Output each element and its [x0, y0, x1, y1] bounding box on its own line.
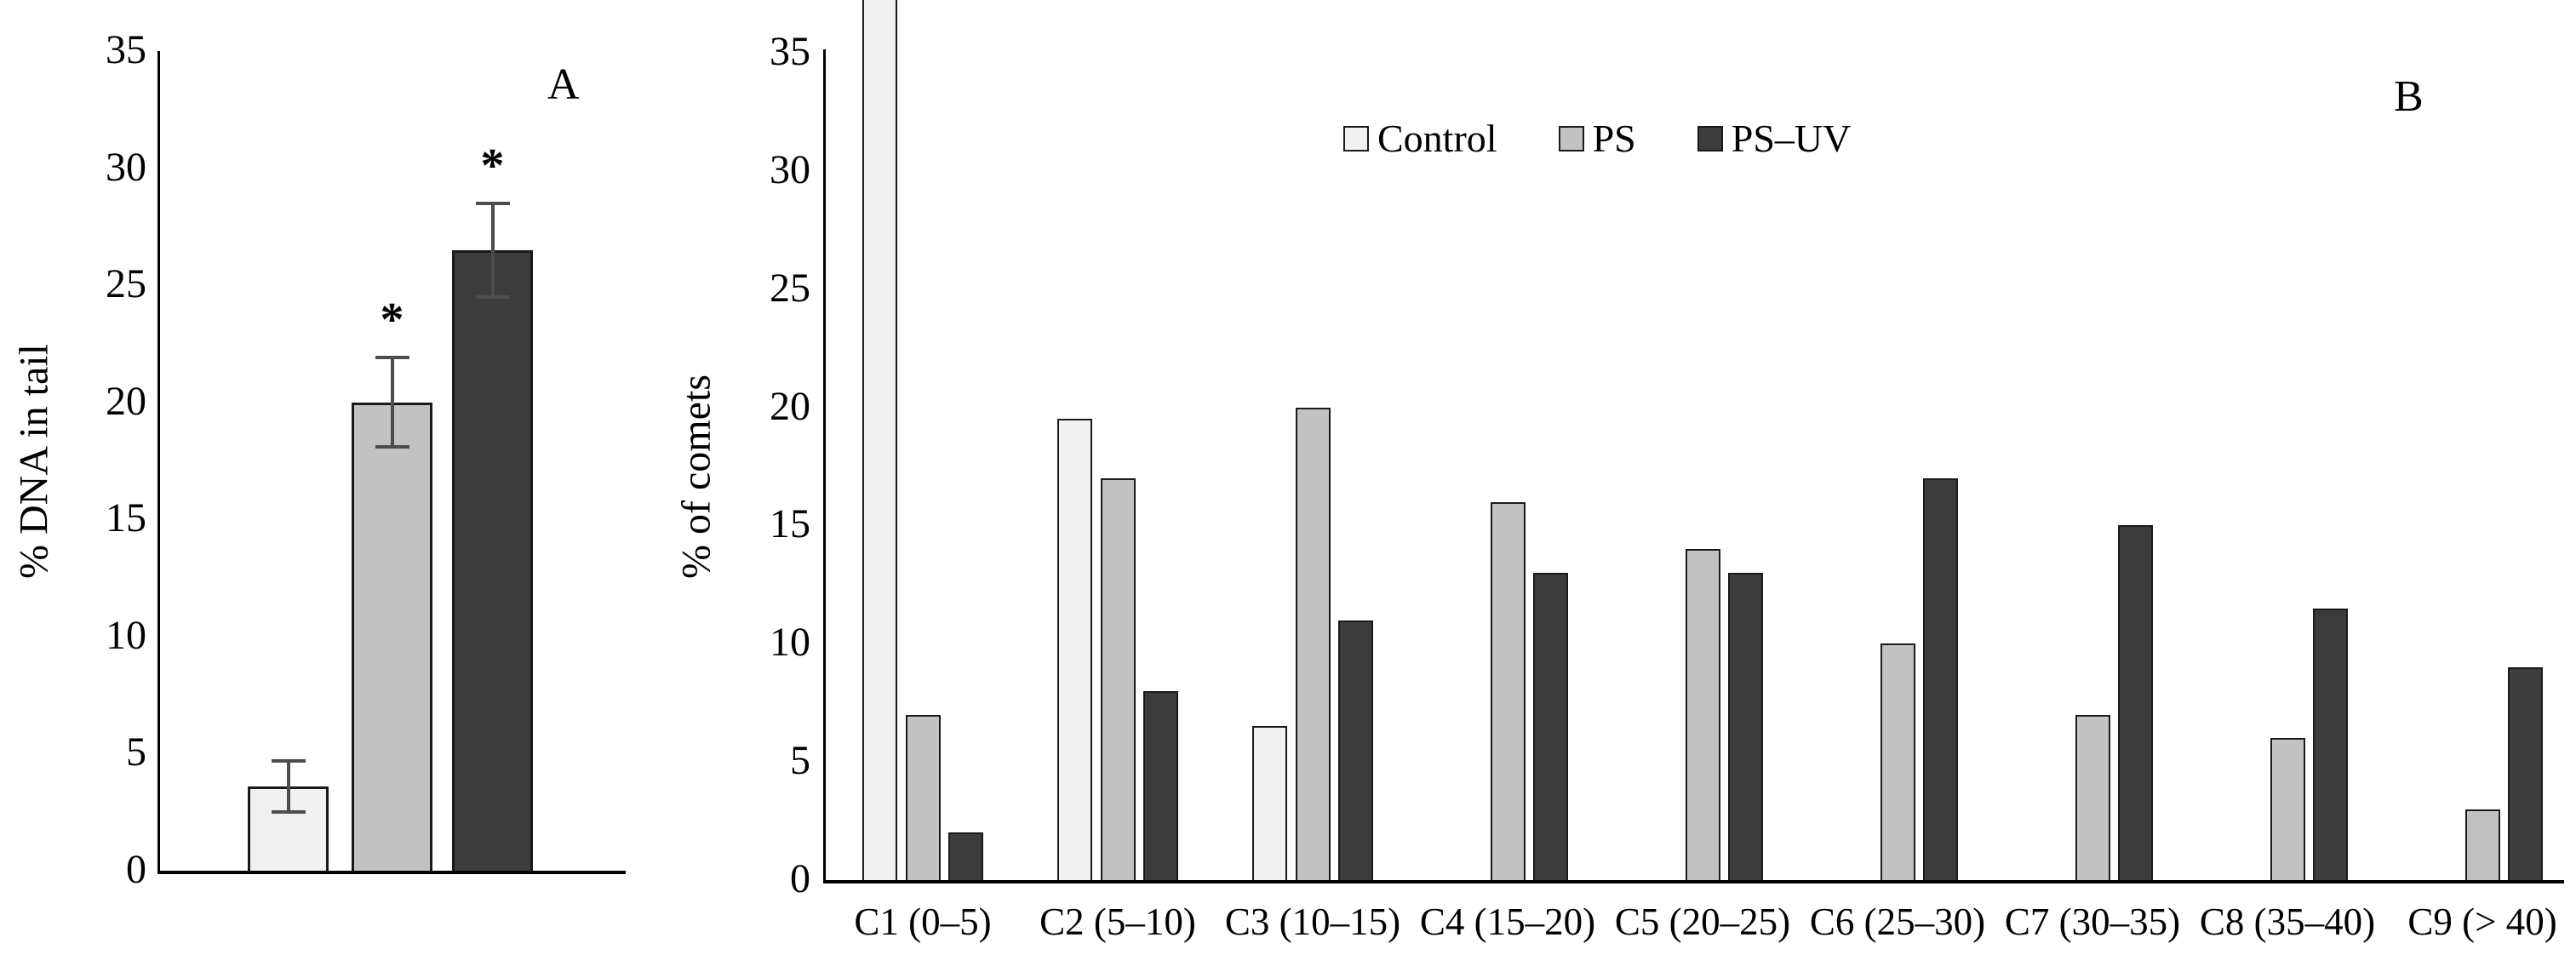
bar — [2464, 809, 2500, 880]
panel-a-y-tick-label: 35 — [106, 27, 146, 73]
bar — [1252, 726, 1287, 880]
panel-a-y-axis-line — [157, 51, 160, 873]
panel-b-y-axis-line — [823, 49, 826, 883]
legend-item: PS — [1558, 117, 1636, 160]
panel-b-y-axis-title: % of comets — [673, 375, 719, 579]
category-label: C6 (25–30) — [1809, 901, 1986, 943]
legend-label: PS–UV — [1731, 117, 1852, 160]
bar — [352, 402, 432, 871]
panel-b-y-tick-label: 5 — [790, 738, 810, 784]
panel-a-x-axis-line — [157, 871, 626, 874]
bar — [1685, 549, 1720, 880]
panel-b-y-tick-label: 0 — [790, 856, 810, 902]
bar — [2270, 738, 2305, 880]
bar — [2508, 667, 2543, 880]
category-label: C8 (35–40) — [2199, 901, 2376, 943]
bar — [1295, 407, 1331, 880]
bar — [1880, 643, 1915, 880]
bar — [862, 0, 897, 880]
bar — [1143, 690, 1178, 880]
bar — [1100, 477, 1136, 880]
category-label: C4 (15–20) — [1419, 901, 1596, 943]
panel-b-letter: B — [2394, 72, 2424, 121]
panel-b-legend: Control PS PS–UV — [1343, 119, 1912, 158]
panel-a-y-tick-label: 20 — [106, 378, 146, 424]
legend-swatch — [1558, 126, 1584, 152]
error-bar-cap-top — [271, 758, 306, 763]
panel-b-y-tick-label: 25 — [770, 265, 810, 311]
category-label: C9 (> 40) — [2407, 901, 2557, 943]
legend-swatch — [1697, 126, 1723, 152]
bar — [1057, 419, 1092, 880]
legend-label: Control — [1377, 117, 1497, 160]
panel-a-y-axis-title: % DNA in tail — [11, 344, 57, 579]
bar — [1338, 620, 1373, 880]
legend-item: Control — [1343, 119, 1497, 158]
legend-item: PS–UV — [1697, 117, 1852, 160]
panel-a-y-tick-label: 30 — [106, 144, 146, 190]
bar — [1728, 572, 1763, 880]
bar — [905, 714, 941, 880]
panel-b-y-tick-label: 35 — [770, 29, 810, 75]
legend-swatch — [1343, 126, 1369, 152]
legend-label: PS — [1592, 117, 1636, 160]
category-label: C3 (10–15) — [1224, 901, 1401, 943]
panel-a-y-tick-label: 0 — [126, 847, 146, 893]
bar — [1490, 501, 1526, 880]
error-bar-line — [490, 203, 495, 297]
panel-b-y-tick-label: 30 — [770, 146, 810, 192]
error-bar-line — [286, 760, 290, 813]
category-label: C7 (30–35) — [2004, 901, 2181, 943]
panel-b-y-tick-label: 20 — [770, 383, 810, 429]
category-label: C2 (5–10) — [1039, 901, 1196, 943]
bar — [2313, 608, 2348, 880]
error-bar-cap-top — [475, 201, 510, 205]
error-bar-cap-bottom — [475, 294, 510, 299]
panel-a-y-tick-label: 15 — [106, 495, 146, 541]
panel-a-y-tick-label: 5 — [126, 729, 146, 775]
bar — [2075, 714, 2110, 880]
bar — [1923, 477, 1958, 880]
panel-b-y-tick-label: 15 — [770, 501, 810, 547]
panel-b-x-axis-line — [823, 880, 2564, 883]
panel-a-y-tick-label: 25 — [106, 261, 146, 307]
error-bar-cap-top — [375, 356, 409, 360]
panel-b-y-tick-label: 10 — [770, 620, 810, 666]
panel-a-y-tick-label: 10 — [106, 612, 146, 658]
category-label: C5 (20–25) — [1614, 901, 1791, 943]
error-bar-cap-bottom — [271, 810, 306, 815]
significance-asterisk: * — [380, 294, 404, 347]
error-bar-line — [390, 357, 394, 447]
bar — [948, 832, 983, 880]
significance-asterisk: * — [480, 139, 505, 192]
error-bar-cap-bottom — [375, 444, 409, 449]
bar — [1533, 572, 1568, 880]
category-label: C1 (0–5) — [854, 901, 992, 943]
bar — [452, 249, 533, 871]
bar — [2118, 525, 2153, 880]
panel-a-letter: A — [547, 60, 580, 109]
